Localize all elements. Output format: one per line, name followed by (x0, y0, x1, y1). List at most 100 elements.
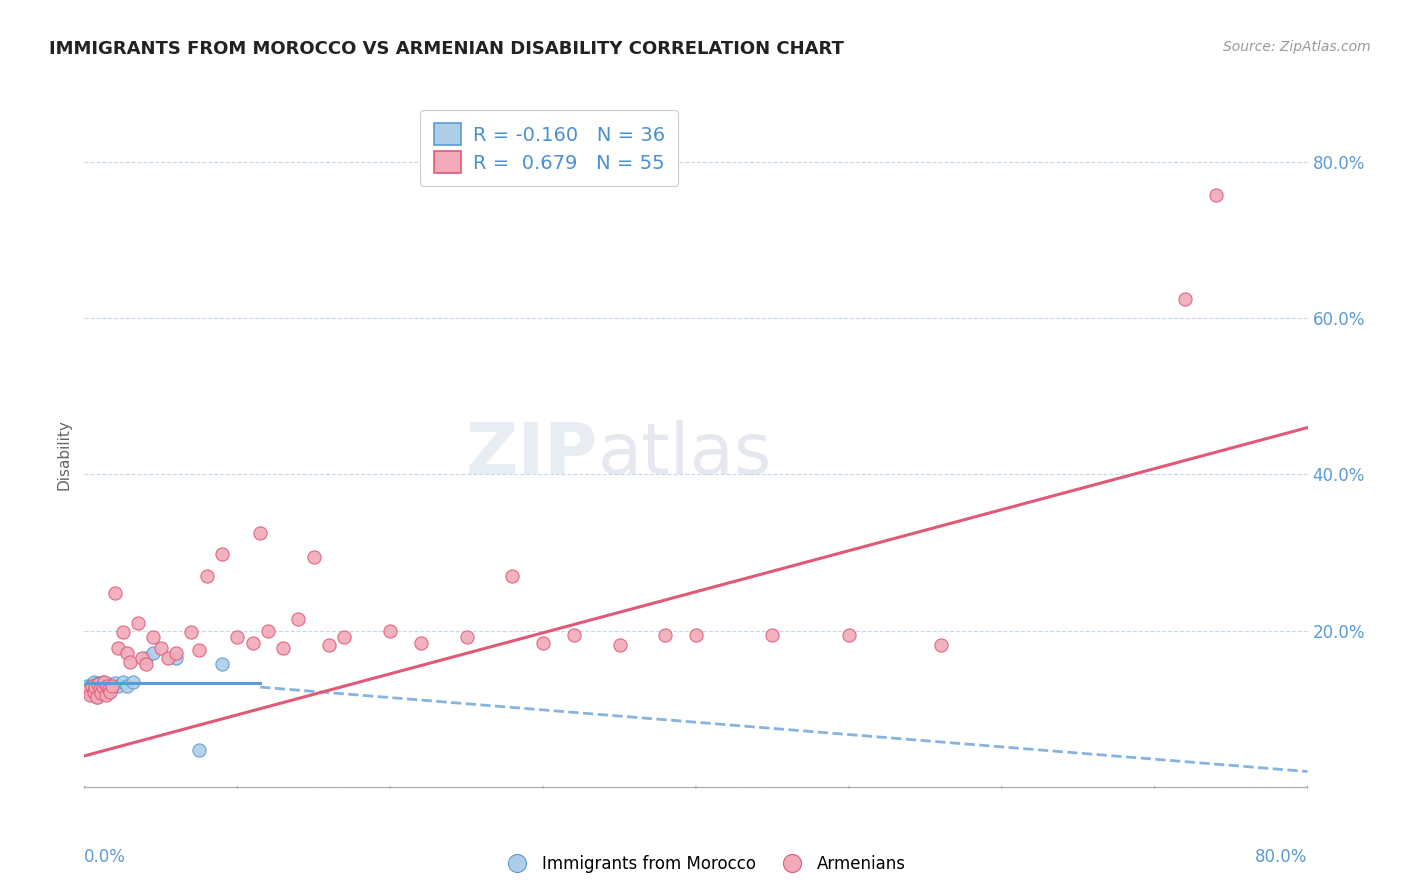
Text: ZIP: ZIP (465, 420, 598, 490)
Point (409, 635, 432, 649)
Point (226, 630, 249, 644)
Point (90, 686, 112, 700)
Point (97, 682, 120, 697)
Point (86, 690, 108, 705)
Point (165, 646, 187, 660)
Point (135, 657, 157, 671)
Point (94, 688, 117, 702)
Point (91, 674, 114, 689)
Point (249, 526, 271, 541)
Point (211, 547, 233, 561)
Point (84, 680, 107, 694)
Point (104, 586, 127, 600)
Point (96, 679, 118, 693)
Point (87, 680, 110, 694)
Point (76, 679, 98, 693)
Point (135, 651, 157, 665)
Point (80, 677, 103, 691)
Point (380, 624, 402, 638)
Point (94, 679, 117, 693)
Point (84, 685, 107, 699)
Point (97, 677, 120, 691)
Point (761, 628, 783, 642)
Point (87, 677, 110, 691)
Point (257, 624, 280, 638)
Point (107, 679, 129, 693)
Point (98, 682, 121, 697)
Point (562, 628, 585, 642)
Point (142, 646, 165, 660)
Point (90, 679, 112, 693)
Point (149, 640, 172, 655)
Point (122, 674, 145, 689)
Point (127, 615, 149, 630)
Point (104, 676, 127, 690)
Point (157, 651, 180, 665)
Point (502, 569, 524, 583)
Point (87, 676, 110, 690)
Point (89, 682, 111, 697)
Point (90, 685, 112, 699)
Point (96, 681, 118, 695)
Point (101, 679, 124, 693)
Point (165, 651, 187, 665)
Point (333, 630, 356, 644)
Point (654, 628, 676, 642)
Point (80, 679, 103, 693)
Point (98, 685, 121, 699)
Point (83, 674, 105, 689)
Point (91, 680, 114, 694)
Text: Source: ZipAtlas.com: Source: ZipAtlas.com (1223, 40, 1371, 54)
Text: 0.0%: 0.0% (84, 848, 127, 866)
Point (188, 643, 211, 657)
Point (91, 680, 114, 694)
Point (609, 638, 631, 652)
Point (456, 630, 478, 644)
Point (89, 682, 111, 697)
Point (115, 679, 138, 693)
Point (79, 688, 101, 702)
Point (531, 635, 554, 649)
Point (271, 640, 294, 655)
Point (111, 674, 134, 689)
Point (103, 680, 125, 694)
Point (1174, 292, 1197, 306)
Point (838, 628, 860, 642)
Legend: Immigrants from Morocco, Armenians: Immigrants from Morocco, Armenians (494, 848, 912, 880)
Y-axis label: Disability: Disability (56, 419, 72, 491)
Legend: R = -0.160   N = 36, R =  0.679   N = 55: R = -0.160 N = 36, R = 0.679 N = 55 (420, 110, 678, 186)
Point (142, 630, 165, 644)
Point (195, 569, 218, 583)
Point (107, 640, 129, 655)
Point (84, 681, 107, 695)
Point (131, 651, 153, 665)
Point (83, 688, 105, 702)
Text: IMMIGRANTS FROM MOROCCO VS ARMENIAN DISABILITY CORRELATION CHART: IMMIGRANTS FROM MOROCCO VS ARMENIAN DISA… (49, 40, 844, 58)
Point (86, 679, 108, 693)
Point (115, 646, 138, 660)
Point (111, 625, 134, 640)
Point (80, 686, 103, 700)
Point (93, 674, 115, 689)
Point (79, 680, 101, 694)
Point (188, 742, 211, 756)
Point (929, 638, 952, 652)
Point (685, 628, 707, 642)
Point (242, 635, 264, 649)
Point (101, 679, 124, 693)
Point (1205, 187, 1227, 202)
Point (180, 625, 202, 640)
Point (302, 549, 325, 564)
Point (86, 690, 108, 705)
Point (77, 682, 100, 697)
Text: atlas: atlas (598, 420, 772, 490)
Point (318, 638, 340, 652)
Point (287, 612, 309, 626)
Text: 80.0%: 80.0% (1256, 848, 1308, 866)
Point (93, 683, 115, 698)
Point (89, 687, 111, 701)
Point (211, 657, 233, 671)
Point (120, 655, 142, 669)
Point (77, 682, 100, 697)
Point (83, 685, 105, 699)
